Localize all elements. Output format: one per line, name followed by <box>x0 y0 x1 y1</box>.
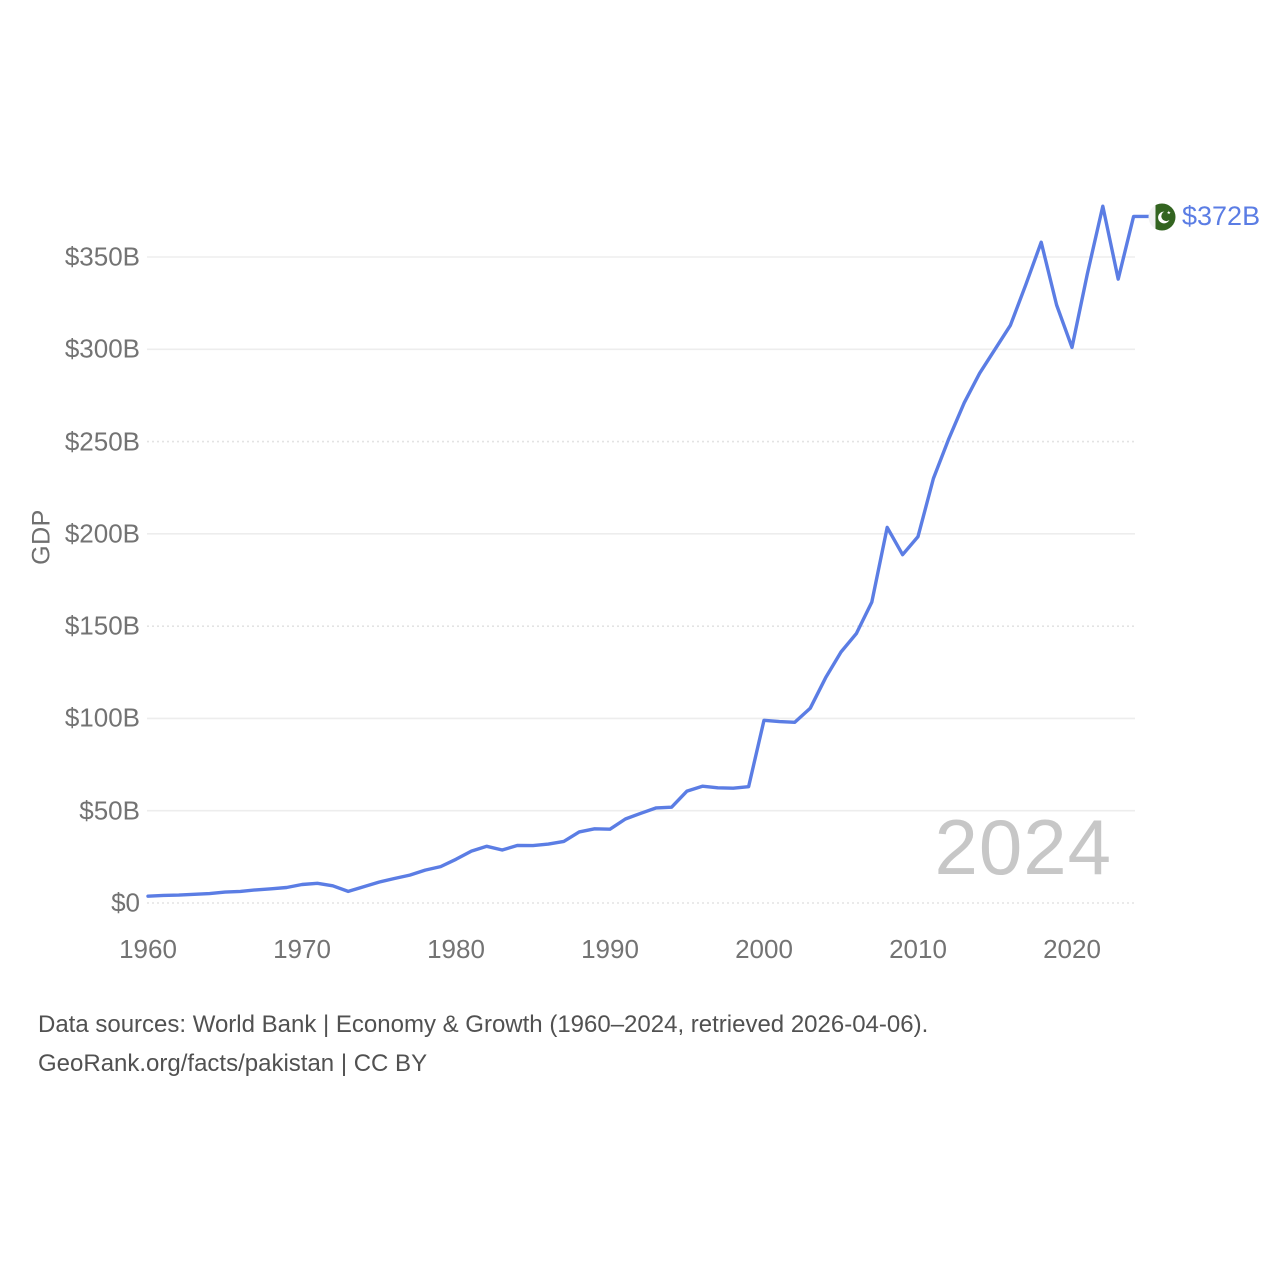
y-tick-label: $350B <box>64 241 140 272</box>
x-tick-label: 2000 <box>735 934 793 964</box>
y-tick-label: $150B <box>64 610 140 641</box>
footer-source-line: Data sources: World Bank | Economy & Gro… <box>38 1011 929 1038</box>
x-tick-label: 2020 <box>1043 934 1101 964</box>
y-tick-label: $50B <box>79 795 140 826</box>
pakistan-flag-icon <box>1148 203 1176 230</box>
footer: Data sources: World Bank | Economy & Gro… <box>38 1005 928 1083</box>
y-tick-label: $300B <box>64 333 140 364</box>
y-tick-label: $250B <box>64 426 140 457</box>
footer-attribution-line: GeoRank.org/facts/pakistan | CC BY <box>38 1050 428 1077</box>
gdp-line-series[interactable] <box>146 204 1153 898</box>
x-tick-label: 1980 <box>427 934 485 964</box>
y-axis-title: GDP <box>27 509 56 565</box>
year-watermark: 2024 <box>934 803 1112 891</box>
y-tick-label: $200B <box>64 518 140 549</box>
end-label-value: $372B <box>1182 201 1261 231</box>
x-tick-label: 1970 <box>273 934 331 964</box>
x-tick-label: 1960 <box>119 934 177 964</box>
y-tick-label: $0 <box>111 887 140 918</box>
y-tick-label: $100B <box>64 702 140 733</box>
x-tick-label: 1990 <box>581 934 639 964</box>
end-label-group: $372B <box>1148 201 1260 232</box>
x-tick-label: 2010 <box>889 934 947 964</box>
